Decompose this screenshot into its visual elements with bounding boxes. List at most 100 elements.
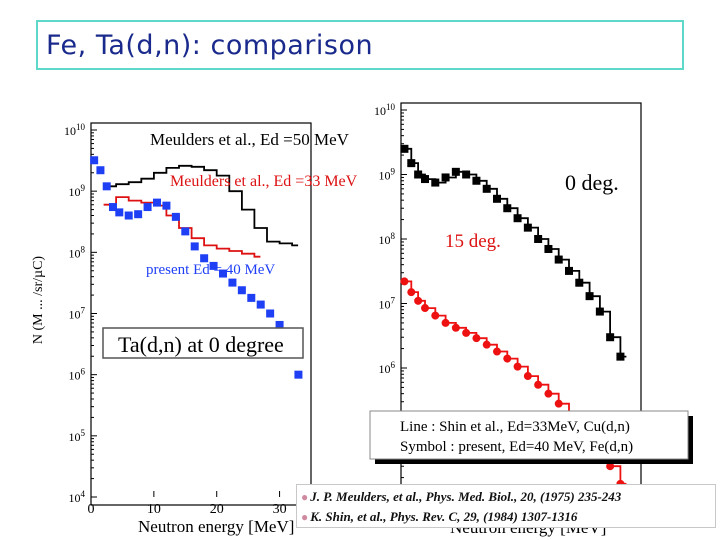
series-0-point xyxy=(462,170,471,179)
series-1-point xyxy=(441,318,450,327)
series-0-point xyxy=(441,173,450,182)
x-tick-label: 20 xyxy=(210,502,224,517)
series-0-point xyxy=(554,255,563,264)
legend-line-entry: Line : Shin et al., Ed=33MeV, Cu(d,n) xyxy=(400,419,630,435)
series-2-point xyxy=(190,242,199,251)
series-2-point xyxy=(181,227,190,236)
left-x-axis-label: Neutron energy [MeV] xyxy=(138,517,294,536)
series-1-point xyxy=(414,296,423,305)
y-tick-label: 106 xyxy=(379,360,396,376)
y-tick-label: 106 xyxy=(69,367,86,383)
series-2-point xyxy=(247,293,256,302)
series-1-point xyxy=(421,304,429,313)
reference-shin-text: K. Shin, et al., Phys. Rev. C, 29, (1984… xyxy=(310,509,578,524)
series-0-point xyxy=(585,292,594,301)
series-2-point xyxy=(162,201,171,210)
series-0-point xyxy=(534,235,543,243)
series-2-point xyxy=(143,203,152,212)
series-2-point xyxy=(209,261,218,270)
series-2-point xyxy=(153,198,161,207)
series-0-point xyxy=(523,223,532,232)
series-2-point xyxy=(115,208,124,217)
references-box: ● J. P. Meulders, et al., Phys. Med. Biol… xyxy=(296,484,716,528)
series-0-point xyxy=(616,352,625,361)
left-chart-title: Ta(d,n) at 0 degree xyxy=(118,332,284,357)
y-tick-label: 1010 xyxy=(64,122,86,138)
series-2-point xyxy=(275,320,284,329)
x-tick-label: 30 xyxy=(273,502,287,517)
series-1-point xyxy=(503,354,512,363)
series-0-point xyxy=(493,194,501,203)
series-2-point xyxy=(102,182,111,191)
series-0-point xyxy=(472,176,481,185)
series-2-point xyxy=(171,212,180,221)
series-0-line xyxy=(103,164,299,247)
slide-title: Fe, Ta(d,n): comparison xyxy=(46,30,374,61)
series-1-point xyxy=(513,362,522,371)
series-0-point xyxy=(421,175,429,184)
legend-symbol-entry: Symbol : present, Ed=40 MeV, Fe(d,n) xyxy=(400,439,633,455)
y-tick-label: 105 xyxy=(69,428,86,444)
series-0-point xyxy=(431,178,440,187)
series-0-point xyxy=(606,333,615,342)
annotation-meulders-33: Meulders et al., Ed =33 MeV xyxy=(170,173,358,190)
series-1-point xyxy=(482,340,491,349)
series-0-point xyxy=(595,307,604,316)
bullet-icon: ● xyxy=(301,510,309,524)
reference-meulders-text: J. P. Meulders, et al., Phys. Med. Biol.… xyxy=(310,489,622,504)
y-tick-label: 109 xyxy=(69,183,86,199)
x-tick-label: 10 xyxy=(147,502,161,517)
left-y-axis-label: N (M ... /sr/µC) xyxy=(31,256,46,345)
series-1-point xyxy=(523,372,532,381)
series-2-point xyxy=(200,254,209,263)
series-0-point xyxy=(565,266,573,275)
series-1-point xyxy=(407,288,416,297)
y-tick-label: 104 xyxy=(69,489,86,505)
series-2-point xyxy=(90,156,99,165)
series-1-point xyxy=(451,323,460,332)
x-tick-label: 0 xyxy=(88,502,95,517)
series-2-point xyxy=(134,210,143,219)
series-1-point xyxy=(554,399,563,408)
y-tick-label: 1010 xyxy=(374,102,396,118)
series-1-point xyxy=(462,328,471,337)
y-tick-label: 108 xyxy=(379,231,396,247)
series-0-point xyxy=(575,278,584,287)
series-2-point xyxy=(237,286,246,295)
series-2-point xyxy=(96,166,105,175)
series-1-point xyxy=(493,347,501,356)
annotation-meulders-50: Meulders et al., Ed =50 MeV xyxy=(150,130,350,149)
series-2-point xyxy=(124,211,133,220)
series-2-point xyxy=(219,269,227,278)
series-1-point xyxy=(544,389,553,398)
y-tick-label: 107 xyxy=(379,296,396,312)
series-0-point xyxy=(513,214,522,223)
series-0-point xyxy=(414,170,423,179)
reference-meulders: ● J. P. Meulders, et al., Phys. Med. Biol… xyxy=(301,487,711,507)
series-1-point xyxy=(472,334,481,343)
slide-title-box: Fe, Ta(d,n): comparison xyxy=(36,20,684,70)
series-2-point xyxy=(294,370,303,379)
reference-shin: ● K. Shin, et al., Phys. Rev. C, 29, (198… xyxy=(301,507,711,527)
series-0-point xyxy=(482,184,491,193)
series-0-point xyxy=(400,144,409,153)
annotation-15-deg: 15 deg. xyxy=(445,231,501,252)
series-2-point xyxy=(109,203,117,212)
series-0-point xyxy=(451,167,460,176)
series-2-point xyxy=(266,309,275,318)
series-0-point xyxy=(503,204,512,213)
series-1-point xyxy=(534,380,543,389)
y-tick-label: 109 xyxy=(379,167,396,183)
series-0-point xyxy=(407,159,416,168)
series-1-point xyxy=(431,311,440,320)
series-2-point xyxy=(256,300,265,309)
annotation-0-deg: 0 deg. xyxy=(565,170,619,195)
series-1-point xyxy=(606,462,615,471)
bullet-icon: ● xyxy=(301,490,309,504)
series-0-point xyxy=(544,244,553,253)
series-2-point xyxy=(228,278,237,287)
series-1-point xyxy=(400,277,409,286)
y-tick-label: 108 xyxy=(69,244,86,260)
